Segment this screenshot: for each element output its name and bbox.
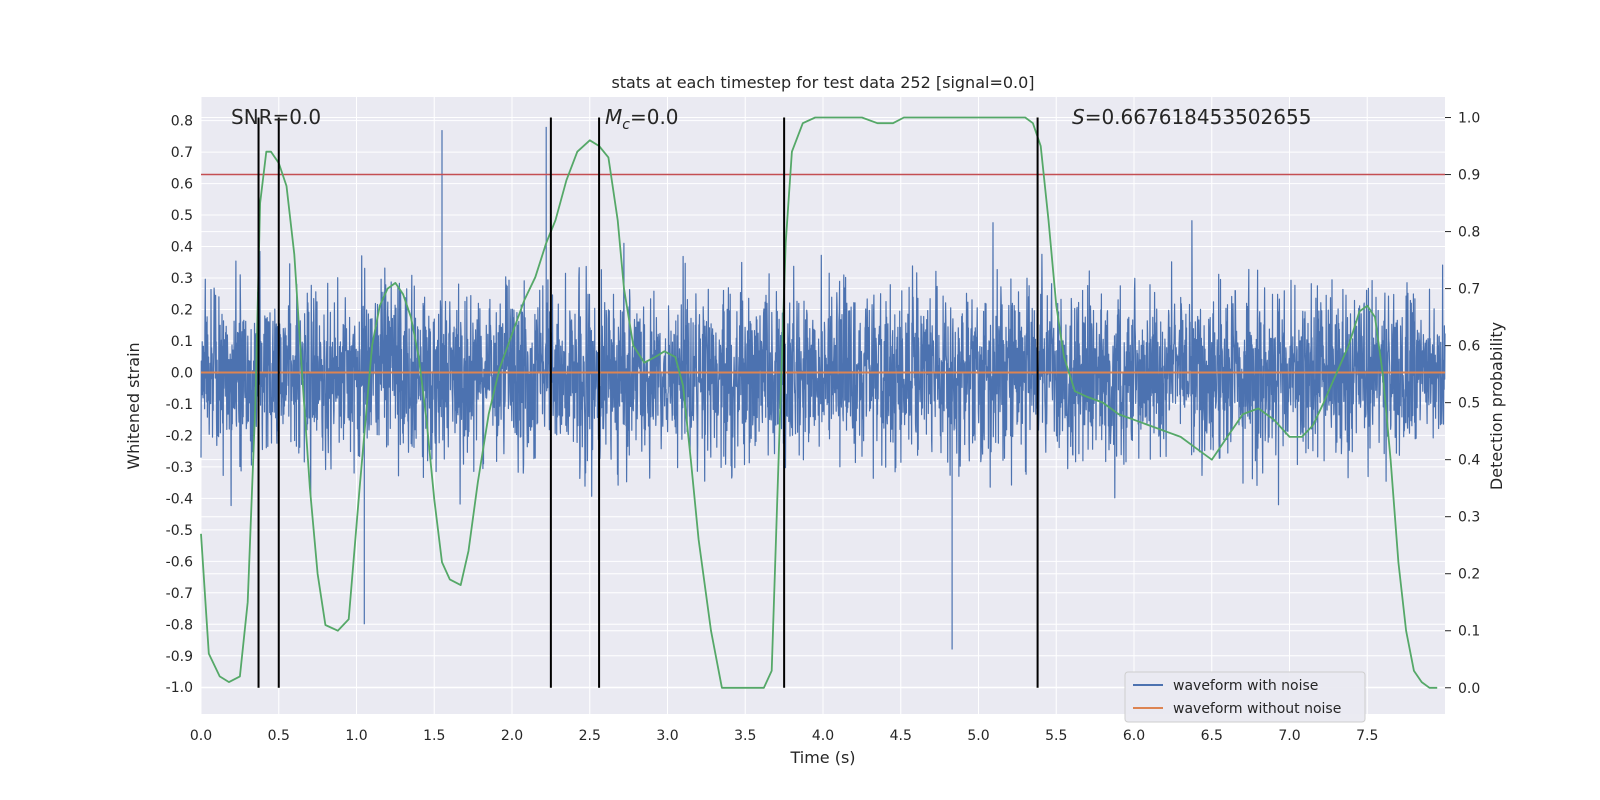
y-tick-label: -0.9 (166, 649, 193, 665)
annotation-chirp-mass: Mc=0.0 (605, 105, 679, 133)
y-tick-label: -0.7 (166, 586, 193, 602)
y2-tick-label: 0.9 (1458, 168, 1480, 184)
y-tick-label: -0.1 (166, 397, 193, 413)
legend-box (1124, 671, 1366, 723)
annotation-snr: SNR=0.0 (231, 105, 321, 129)
legend-label-clean: waveform without noise (1173, 701, 1341, 717)
y2-tick-label: 0.1 (1458, 624, 1480, 640)
legend-label-noise: waveform with noise (1173, 678, 1318, 694)
vertical-markers (257, 117, 1039, 688)
y2-tick-label: 0.0 (1458, 681, 1480, 697)
y-tick-label: -1.0 (166, 680, 193, 696)
detection-probability-line (200, 116, 1438, 689)
y-tick-label: -0.3 (166, 460, 193, 476)
y-tick-label: -0.4 (166, 491, 193, 507)
y2-axis-label: Detection probability (1487, 322, 1506, 490)
y-tick-label: 0.5 (171, 208, 193, 224)
x-tick-label: 4.0 (812, 728, 834, 744)
y-tick-label: 0.6 (171, 177, 193, 193)
x-tick-label: 1.0 (345, 728, 367, 744)
annotation-score: S=0.667618453502655 (1072, 105, 1311, 129)
y-tick-label: -0.2 (166, 428, 193, 444)
y-tick-label: -0.8 (166, 617, 193, 633)
x-tick-label: 3.5 (734, 728, 756, 744)
tick-layer: 0.0 0.5 1.0 1.5 2.0 2.5 3.0 3.5 4.0 4.5 5.0 5.5 6.0 6… (166, 111, 1481, 744)
x-tick-label: 0.0 (190, 728, 212, 744)
y-tick-label: 0.7 (171, 145, 193, 161)
x-tick-label: 4.5 (890, 728, 912, 744)
x-tick-label: 2.0 (501, 728, 523, 744)
y2-tick-label: 0.4 (1458, 453, 1480, 469)
x-tick-label: 3.0 (656, 728, 678, 744)
x-tick-label: 5.5 (1045, 728, 1067, 744)
y-tick-label: 0.1 (171, 334, 193, 350)
y2-tick-label: 0.3 (1458, 510, 1480, 526)
legend: waveform with noise waveform without noi… (1124, 671, 1366, 723)
y2-tick-label: 1.0 (1458, 111, 1480, 127)
x-axis-label: Time (s) (789, 748, 855, 767)
x-tick-label: 6.5 (1201, 728, 1223, 744)
x-tick-label: 1.5 (423, 728, 445, 744)
x-tick-label: 7.5 (1356, 728, 1378, 744)
chart-title: stats at each timestep for test data 252… (611, 73, 1034, 92)
x-tick-label: 5.0 (967, 728, 989, 744)
y-tick-label: -0.5 (166, 523, 193, 539)
y-tick-label: 0.0 (171, 365, 193, 381)
x-tick-label: 2.5 (579, 728, 601, 744)
y-tick-label: 0.3 (171, 271, 193, 287)
y-tick-label: 0.2 (171, 302, 193, 318)
x-tick-label: 6.0 (1123, 728, 1145, 744)
y-axis-label: Whitened strain (124, 342, 143, 469)
y2-tick-label: 0.6 (1458, 339, 1480, 355)
y2-tick-label: 0.5 (1458, 396, 1480, 412)
y-tick-label: -0.6 (166, 554, 193, 570)
x-tick-label: 7.0 (1278, 728, 1300, 744)
x-tick-label: 0.5 (268, 728, 290, 744)
y2-tick-label: 0.7 (1458, 282, 1480, 298)
y2-tick-label: 0.8 (1458, 225, 1480, 241)
y-tick-label: 0.4 (171, 240, 193, 256)
y-tick-label: 0.8 (171, 114, 193, 130)
line-layer (200, 116, 1445, 689)
y2-tick-label: 0.2 (1458, 567, 1480, 583)
